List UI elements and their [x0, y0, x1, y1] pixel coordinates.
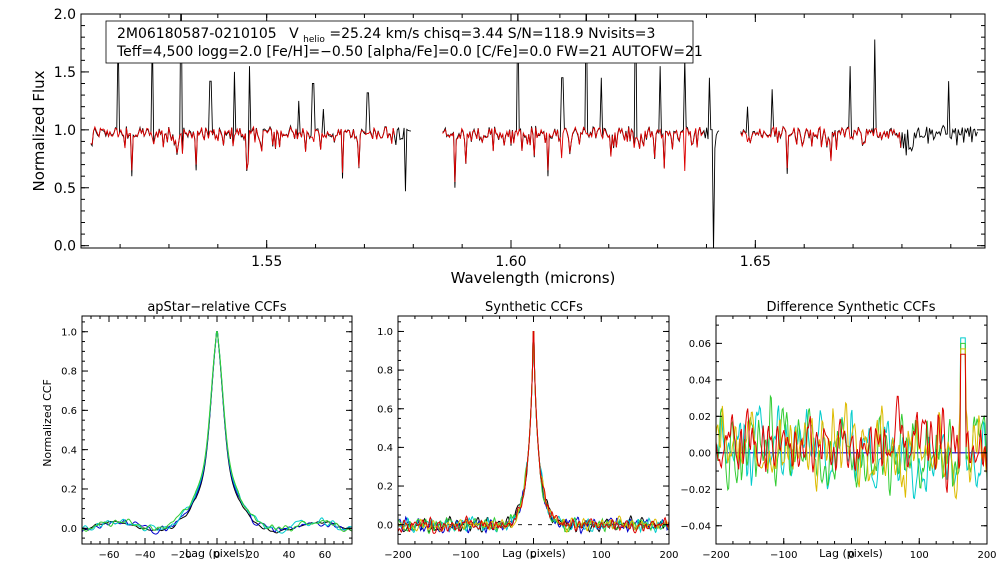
x-tick-label: 0 — [848, 550, 854, 561]
synthetic-ccf-xlabel: Lag (pixels) — [502, 547, 566, 560]
y-tick-label: 0.0 — [54, 239, 76, 255]
y-tick-label: 0.0 — [61, 524, 77, 535]
spectrum-annotation-box — [105, 20, 694, 64]
apstar-ccf-title: apStar−relative CCFs — [147, 300, 287, 315]
synthetic-ccf-combined — [398, 330, 669, 533]
star-id: 2M06180587-0210105 — [117, 26, 277, 42]
difference-ccf-visit-4 — [716, 348, 987, 500]
x-tick-label: 20 — [247, 550, 260, 561]
y-tick-label: 0.0 — [377, 520, 393, 531]
apstar-ccf-panel: apStar−relative CCFs −60 −40 −20 0 20 40 60 0.0… — [41, 300, 353, 561]
synthetic-ccf-ticks: −200 −100 0 100 200 0.0 0.2 0.4 0.6 0.8 1.0 — [377, 316, 679, 561]
synthetic-ccf-clip-group — [398, 330, 669, 535]
y-tick-label: 0.8 — [377, 366, 393, 377]
spectrum-ticks: 1.55 1.60 1.65 0.0 0.5 1.0 1.5 2.0 — [54, 7, 985, 270]
y-tick-label: 1.5 — [54, 65, 76, 81]
y-tick-label: 0.06 — [689, 339, 711, 350]
difference-ccf-panel: Difference Synthetic CCFs −200 −100 0 100 20… — [680, 300, 996, 561]
y-tick-label: −0.02 — [680, 485, 711, 496]
spectrum-annotation-line2: Teff=4,500 logg=2.0 [Fe/H]=−0.50 [alpha/… — [116, 44, 703, 60]
apstar-ccf-visit-1 — [82, 331, 352, 535]
spectrum-frame — [80, 13, 986, 249]
x-tick-label: 0 — [214, 550, 220, 561]
x-tick-label: 200 — [659, 550, 678, 561]
y-tick-label: 0.5 — [54, 181, 76, 197]
x-tick-label: 0 — [530, 550, 536, 561]
y-tick-label: 0.6 — [61, 406, 77, 417]
synthetic-ccf-panel: Synthetic CCFs −200 −100 0 100 200 0.0 0.2 0.4 0… — [377, 300, 678, 561]
x-tick-label: −60 — [98, 550, 119, 561]
y-tick-label: 0.04 — [689, 375, 711, 386]
y-tick-label: 0.8 — [61, 367, 77, 378]
model-spectrum-chip-1 — [90, 125, 395, 173]
x-tick-label: 1.65 — [740, 254, 771, 270]
difference-ccf-visit-5 — [716, 353, 987, 493]
synthetic-ccf-visit-3 — [398, 330, 669, 535]
spectrum-panel: 1.55 1.60 1.65 0.0 0.5 1.0 1.5 2.0 2M06180587-0… — [30, 7, 986, 287]
spectrum-xlabel: Wavelength (microns) — [451, 269, 616, 287]
x-tick-label: 1.55 — [251, 254, 282, 270]
y-tick-label: 0.2 — [61, 485, 77, 496]
apstar-ccf-combined — [82, 331, 352, 534]
y-tick-label: 0.6 — [377, 404, 393, 415]
difference-ccf-title: Difference Synthetic CCFs — [766, 300, 935, 315]
synthetic-ccf-title: Synthetic CCFs — [485, 300, 583, 315]
y-tick-label: 1.0 — [377, 327, 393, 338]
y-tick-label: 0.4 — [61, 445, 77, 456]
vhelio-prefix: V — [289, 26, 299, 42]
apstar-ccf-series — [82, 331, 352, 535]
x-tick-label: 200 — [977, 550, 996, 561]
synthetic-ccf-frame — [397, 315, 670, 545]
x-tick-label: 40 — [283, 550, 296, 561]
x-tick-label: 100 — [592, 550, 611, 561]
spectrum-annotation-line1: 2M06180587-0210105 V helio =25.24 km/s c… — [117, 26, 655, 46]
apstar-ccf-visit-3 — [82, 331, 352, 533]
spectrum-annotation-values: =25.24 km/s chisq=3.44 S/N=118.9 Nvisits… — [329, 26, 655, 42]
synthetic-ccf-visit-5 — [398, 330, 669, 534]
spectrum-ylabel: Normalized Flux — [30, 70, 48, 191]
y-tick-label: −0.04 — [680, 521, 711, 532]
x-tick-label: 1.60 — [495, 254, 526, 270]
y-tick-label: 0.02 — [689, 412, 711, 423]
x-tick-label: −100 — [770, 550, 797, 561]
x-tick-label: −20 — [170, 550, 191, 561]
difference-ccf-ticks: −200 −100 0 100 200 −0.04 −0.02 0.00 0.02 0.04 0.0… — [680, 316, 997, 561]
apstar-ccf-clip-group — [82, 331, 352, 535]
y-tick-label: 0.4 — [377, 443, 393, 454]
synthetic-ccf-visit-4 — [398, 330, 669, 534]
y-tick-label: 0.2 — [377, 482, 393, 493]
x-tick-label: −40 — [134, 550, 155, 561]
apstar-ccf-ticks: −60 −40 −20 0 20 40 60 0.0 0.2 0.4 0.6 0.8 1.0 — [61, 316, 353, 561]
x-tick-label: 60 — [319, 550, 332, 561]
spectrum-clip-group — [90, 14, 978, 248]
synthetic-ccf-series — [398, 330, 669, 535]
vhelio-subscript: helio — [303, 35, 325, 45]
x-tick-label: −200 — [384, 550, 411, 561]
observed-spectrum-chip-3 — [740, 39, 978, 174]
spectrum-series — [90, 14, 978, 248]
apstar-ccf-xlabel: Lag (pixels) — [185, 547, 249, 560]
apstar-ccf-visit-2 — [82, 331, 352, 534]
apstar-ccf-ylabel: Normalized CCF — [41, 379, 54, 467]
x-tick-label: 100 — [910, 550, 929, 561]
y-tick-label: 1.0 — [61, 327, 77, 338]
synthetic-ccf-visit-1 — [398, 330, 669, 535]
difference-ccf-series — [716, 337, 987, 500]
difference-ccf-xlabel: Lag (pixels) — [819, 547, 883, 560]
x-tick-label: −100 — [452, 550, 479, 561]
x-tick-label: −200 — [702, 550, 729, 561]
model-spectrum-chip-3 — [740, 125, 902, 169]
y-tick-label: 1.0 — [54, 123, 76, 139]
difference-ccf-clip-group — [716, 337, 987, 500]
model-spectrum-chip-2 — [442, 125, 705, 182]
apstar-ccf-frame — [81, 315, 353, 545]
y-tick-label: 0.00 — [689, 448, 711, 459]
difference-ccf-visit-3 — [716, 342, 987, 496]
y-tick-label: 2.0 — [54, 7, 76, 23]
synthetic-ccf-visit-2 — [398, 330, 669, 534]
difference-ccf-visit-2 — [716, 337, 987, 500]
difference-ccf-frame — [715, 315, 988, 545]
